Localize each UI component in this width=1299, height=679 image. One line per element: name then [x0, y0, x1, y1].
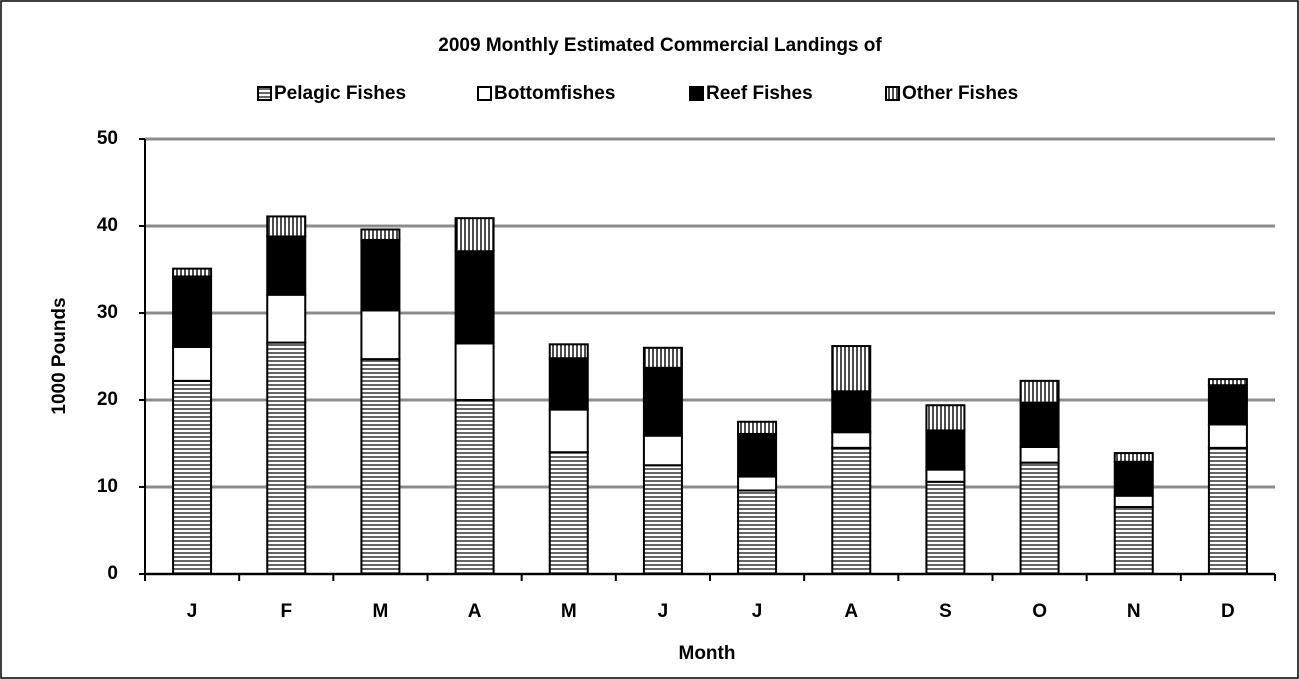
bar-segment [360, 309, 401, 361]
x-tick-label: O [1032, 601, 1047, 622]
legend-label: Bottomfishes [494, 83, 615, 104]
y-tick-label: 50 [97, 128, 118, 149]
legend-label: Reef Fishes [706, 83, 813, 104]
bar-segment [642, 346, 683, 369]
bar-segment [642, 434, 683, 467]
bar-segment [642, 464, 683, 575]
x-tick-label: A [844, 601, 858, 622]
bar-segment [266, 235, 307, 296]
bar-segment [1207, 378, 1248, 387]
bar-segment [548, 357, 589, 411]
bar-segment [737, 475, 778, 492]
bar-segment [454, 250, 495, 345]
bar-segment [831, 431, 872, 449]
bar-segment [1207, 384, 1248, 426]
bar-segment [642, 366, 683, 437]
y-tick-label: 40 [97, 215, 118, 236]
legend-label: Other Fishes [902, 83, 1018, 104]
bar-segment [1113, 460, 1154, 497]
bar-segment [831, 446, 872, 576]
x-tick-label: J [658, 601, 669, 622]
bar-segment [1019, 461, 1060, 576]
bar-segment [454, 217, 495, 253]
y-tick-label: 30 [97, 302, 118, 323]
x-tick-label: M [561, 601, 577, 622]
legend-swatch [885, 86, 900, 101]
y-axis-label: 1000 Pounds [49, 297, 70, 414]
bar-segment [454, 342, 495, 402]
bar-segment [454, 399, 495, 575]
bar-segment [360, 238, 401, 312]
bar-segment [831, 390, 872, 434]
x-tick-label: D [1221, 601, 1235, 622]
bar-segment [266, 215, 307, 238]
bar-segment [172, 379, 213, 575]
bar-segment [266, 293, 307, 344]
bar-segment [1207, 423, 1248, 449]
bar-segment [360, 358, 401, 575]
x-axis-label: Month [679, 643, 736, 664]
y-tick-label: 20 [97, 389, 118, 410]
bar-segment [548, 408, 589, 454]
bar-segment [925, 429, 966, 471]
x-tick-label: J [752, 601, 763, 622]
x-tick-label: M [373, 601, 389, 622]
bar-segment [737, 420, 778, 435]
y-tick-label: 10 [97, 476, 118, 497]
bar-segment [925, 468, 966, 483]
bar-segment [172, 275, 213, 348]
legend-swatch [477, 86, 492, 101]
bar-segment [548, 343, 589, 360]
x-tick-label: J [187, 601, 198, 622]
bar-segment [1113, 452, 1154, 463]
x-tick-label: F [280, 601, 292, 622]
x-tick-label: S [939, 601, 952, 622]
bar-segment [925, 480, 966, 575]
bar-segment [1113, 494, 1154, 509]
bar-segment [1019, 401, 1060, 448]
bar-segment [1207, 446, 1248, 576]
bar-segment [1113, 506, 1154, 576]
bar-segment [737, 489, 778, 576]
bar-segment [548, 451, 589, 576]
bar-segment [831, 345, 872, 393]
x-tick-label: N [1127, 601, 1141, 622]
bar-segment [1019, 445, 1060, 464]
bar-segment [172, 267, 213, 278]
legend-label: Pelagic Fishes [274, 83, 406, 104]
bar-segment [172, 345, 213, 382]
y-tick-label: 0 [107, 563, 118, 584]
bar-segment [925, 404, 966, 432]
x-tick-label: A [468, 601, 482, 622]
bar-segment [360, 228, 401, 241]
bar-segment [266, 341, 307, 575]
bar-segment [737, 432, 778, 478]
bar-segment [1019, 379, 1060, 404]
legend-swatch [257, 86, 272, 101]
legend-swatch [689, 86, 704, 101]
chart-title: 2009 Monthly Estimated Commercial Landin… [438, 35, 882, 56]
